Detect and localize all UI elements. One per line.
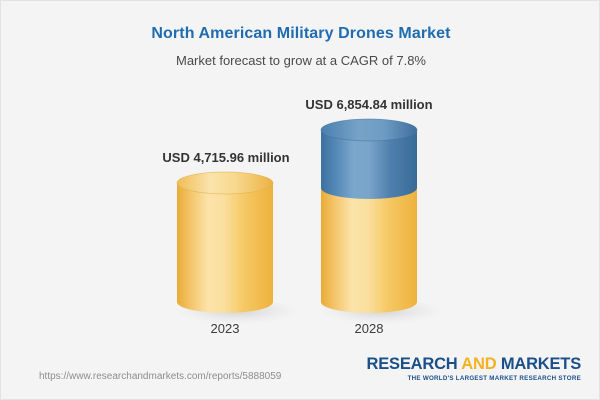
- logo-word-research: RESEARCH: [366, 355, 458, 373]
- logo-wordmark: RESEARCH AND MARKETS: [367, 356, 582, 373]
- value-label-2023: USD 4,715.96 million: [162, 150, 290, 165]
- category-label-2028: 2028: [354, 321, 384, 336]
- logo-word-markets: MARKETS: [500, 355, 581, 373]
- bar-2028: [319, 118, 443, 324]
- value-label-2028: USD 6,854.84 million: [305, 97, 433, 112]
- logo-tagline: THE WORLD'S LARGEST MARKET RESEARCH STOR…: [407, 374, 581, 382]
- research-and-markets-logo[interactable]: RESEARCH AND MARKETS THE WORLD'S LARGEST…: [367, 356, 582, 382]
- chart-title: North American Military Drones Market: [151, 25, 451, 42]
- bar-2023: [175, 171, 299, 324]
- category-label-2023: 2023: [210, 321, 240, 336]
- source-url[interactable]: https://www.researchandmarkets.com/repor…: [39, 371, 282, 382]
- chart-subtitle: Market forecast to grow at a CAGR of 7.8…: [176, 53, 426, 68]
- logo-word-and: AND: [457, 355, 501, 373]
- chart-plot-area: [175, 118, 443, 324]
